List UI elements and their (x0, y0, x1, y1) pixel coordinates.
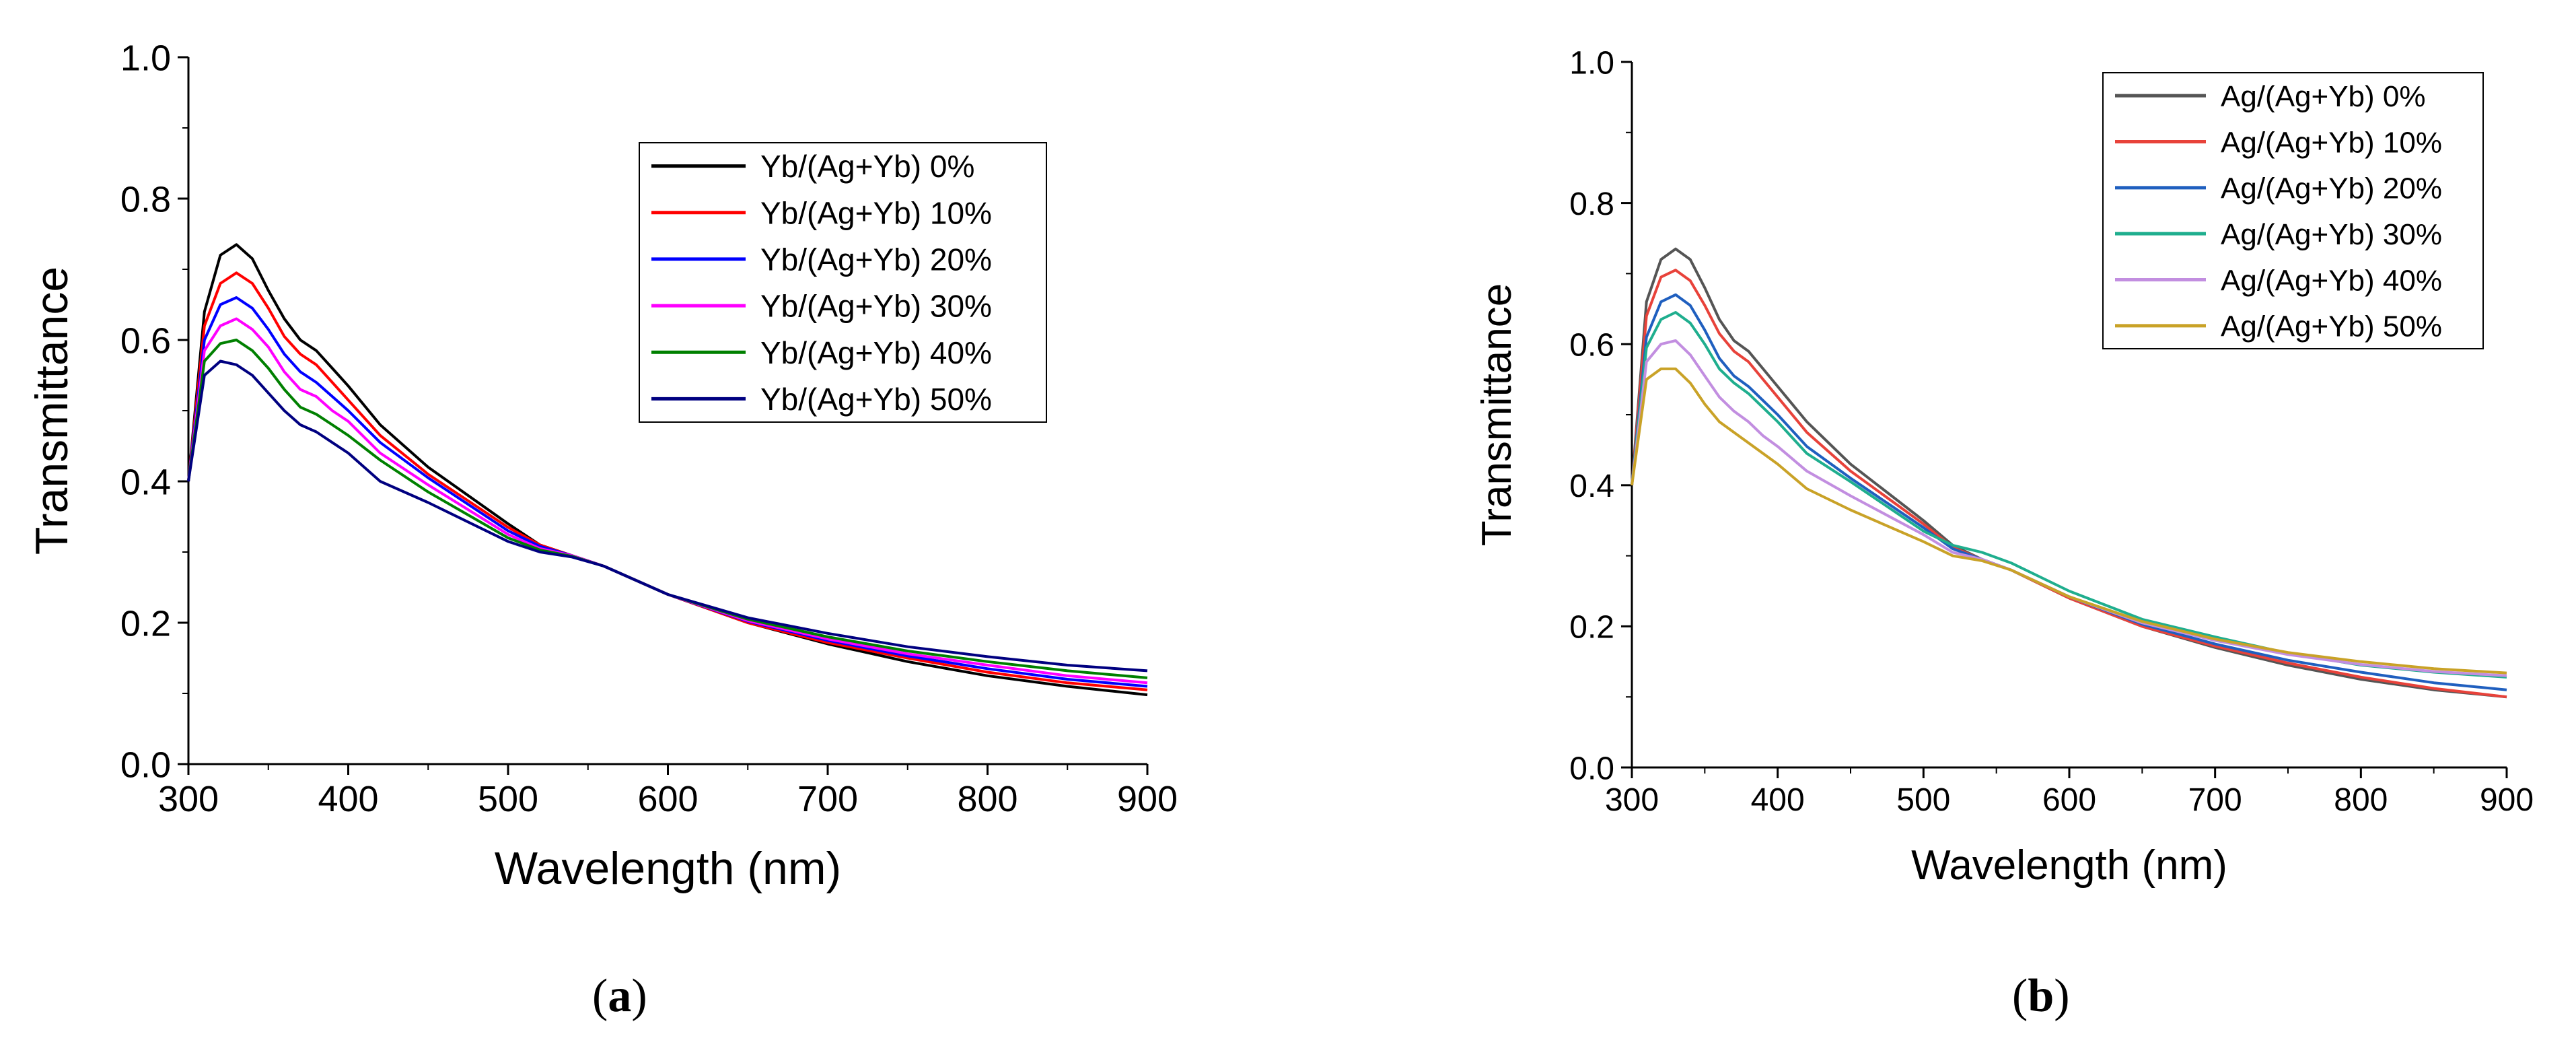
series-line-6 (187, 359, 1148, 673)
x-tick-label: 400 (1751, 782, 1805, 818)
series-line-3 (187, 296, 1148, 688)
legend: Ag/(Ag+Yb) 0% Ag/(Ag+Yb) 10% Ag/(Ag+Yb) 20… (2102, 72, 2484, 349)
panel-letter-a: a (608, 970, 632, 1022)
legend-label: Ag/(Ag+Yb) 10% (2221, 126, 2442, 159)
y-axis-label: Transmittance (1474, 283, 1520, 547)
series-line-1 (1631, 247, 2507, 699)
legend-box (639, 142, 1047, 423)
series-line-2 (187, 271, 1148, 691)
x-tick-label: 900 (1117, 779, 1178, 819)
series-line-6 (1631, 367, 2507, 675)
x-tick-label: 600 (2042, 782, 2096, 818)
legend-box (2102, 72, 2484, 349)
y-axis-label: Transmittance (26, 267, 77, 555)
x-tick-label: 800 (2334, 782, 2388, 818)
x-axis-label: Wavelength (nm) (495, 843, 841, 894)
legend-label: Yb/(Ag+Yb) 10% (760, 195, 992, 230)
legend-label: Ag/(Ag+Yb) 20% (2221, 172, 2442, 205)
series-line-1 (187, 243, 1148, 697)
legend-label: Yb/(Ag+Yb) 50% (760, 382, 992, 417)
y-tick-label: 0.4 (1569, 469, 1614, 504)
x-tick-label: 700 (797, 779, 858, 819)
chart-panel-a: 300 400 500 600 700 800 900 0.0 0.2 0.4 0.6 0.8 1.0 W… (26, 38, 1178, 894)
x-tick-label: 500 (1896, 782, 1950, 818)
panel-letter-b: b (2028, 970, 2054, 1022)
y-tick-label: 0.8 (1569, 186, 1614, 222)
y-tick-label: 0.0 (120, 745, 171, 785)
y-tick-label: 1.0 (1569, 45, 1614, 81)
x-tick-label: 400 (318, 779, 378, 819)
x-tick-label: 800 (957, 779, 1017, 819)
series-line-4 (187, 317, 1148, 685)
series-line-4 (1631, 311, 2507, 679)
panel-label-b: (b) (2012, 970, 2070, 1022)
y-tick-label: 0.6 (120, 320, 171, 361)
x-axis-label: Wavelength (nm) (1911, 842, 2227, 889)
series-line-5 (187, 339, 1148, 679)
y-tick-label: 0.2 (1569, 610, 1614, 646)
legend-label: Yb/(Ag+Yb) 0% (760, 149, 974, 184)
y-tick-label: 0.2 (120, 603, 171, 644)
legend-label: Ag/(Ag+Yb) 40% (2221, 264, 2442, 297)
series-line-5 (1631, 339, 2507, 677)
legend-label: Yb/(Ag+Yb) 40% (760, 335, 992, 370)
x-tick-label: 300 (1605, 782, 1659, 818)
legend-label: Ag/(Ag+Yb) 50% (2221, 310, 2442, 343)
x-tick-label: 300 (158, 779, 219, 819)
legend-label: Ag/(Ag+Yb) 30% (2221, 218, 2442, 251)
series-line-3 (1631, 293, 2507, 691)
y-tick-label: 0.4 (120, 462, 171, 502)
x-tick-label: 700 (2188, 782, 2242, 818)
x-tick-label: 600 (637, 779, 698, 819)
series-line-2 (1631, 269, 2507, 699)
x-tick-label: 500 (478, 779, 538, 819)
y-tick-label: 0.6 (1569, 327, 1614, 363)
legend: Yb/(Ag+Yb) 0% Yb/(Ag+Yb) 10% Yb/(Ag+Yb) 20… (639, 142, 1047, 423)
legend-label: Yb/(Ag+Yb) 30% (760, 289, 992, 324)
y-tick-label: 0.8 (120, 179, 171, 219)
panel-label-a: (a) (592, 970, 647, 1022)
y-tick-label: 1.0 (120, 38, 171, 78)
y-tick-label: 0.0 (1569, 751, 1614, 786)
x-tick-label: 900 (2480, 782, 2534, 818)
legend-label: Ag/(Ag+Yb) 0% (2221, 80, 2426, 113)
chart-panel-b: 300 400 500 600 700 800 900 0.0 0.2 0.4 0.6 0.8 1.0 W… (1474, 45, 2534, 889)
legend-label: Yb/(Ag+Yb) 20% (760, 242, 992, 277)
